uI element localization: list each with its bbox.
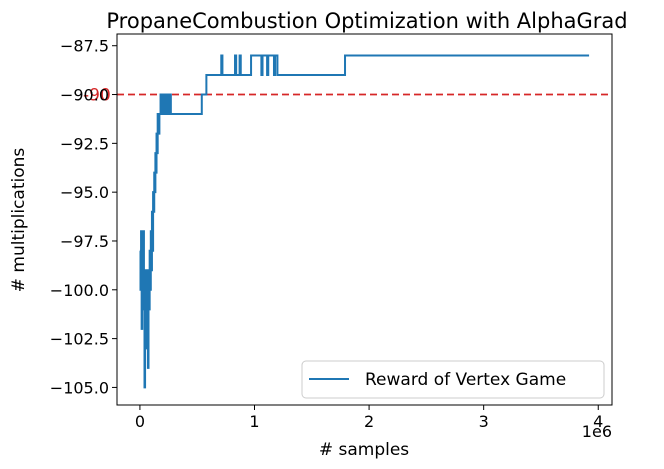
reference-line: -90: [83, 86, 612, 106]
legend-entry-label: Reward of Vertex Game: [365, 370, 566, 390]
y-tick-label: −102.5: [50, 330, 109, 349]
legend: Reward of Vertex Game: [301, 360, 605, 399]
y-tick-label: −87.5: [60, 37, 109, 56]
axes-border: [116, 33, 613, 406]
y-tick-label: −100.0: [50, 281, 109, 300]
plot-area: [117, 34, 612, 405]
x-tick-label: 0: [135, 412, 145, 431]
plot-background: [117, 34, 612, 405]
axes-frame: [116, 33, 613, 406]
x-tick-label: 2: [364, 412, 374, 431]
x-tick-label: 4: [593, 412, 603, 431]
series-layer: [139, 54, 590, 389]
x-axis-ticks: 0 1 2 3 4: [135, 405, 603, 431]
x-tick-label: 1: [249, 412, 259, 431]
reference-line-label: -90: [83, 86, 111, 106]
y-tick-label: −105.0: [50, 378, 109, 397]
y-tick-label: −95.0: [60, 183, 109, 202]
y-tick-label: −90.0: [60, 86, 109, 105]
y-tick-label: −92.5: [60, 134, 109, 153]
x-axis-offset-label: 1e6: [582, 422, 612, 441]
y-axis-label: # multiplications: [9, 148, 29, 293]
x-tick-label: 3: [479, 412, 489, 431]
chart-title: PropaneCombustion Optimization with Alph…: [106, 9, 627, 33]
x-axis-label: # samples: [319, 440, 409, 460]
y-axis-ticks: −105.0 −102.5 −100.0 −97.5 −95.0 −92.5 −90.0 −8…: [50, 37, 117, 397]
legend-box: [301, 360, 605, 399]
series-line-0: [139, 54, 590, 389]
y-tick-label: −97.5: [60, 232, 109, 251]
